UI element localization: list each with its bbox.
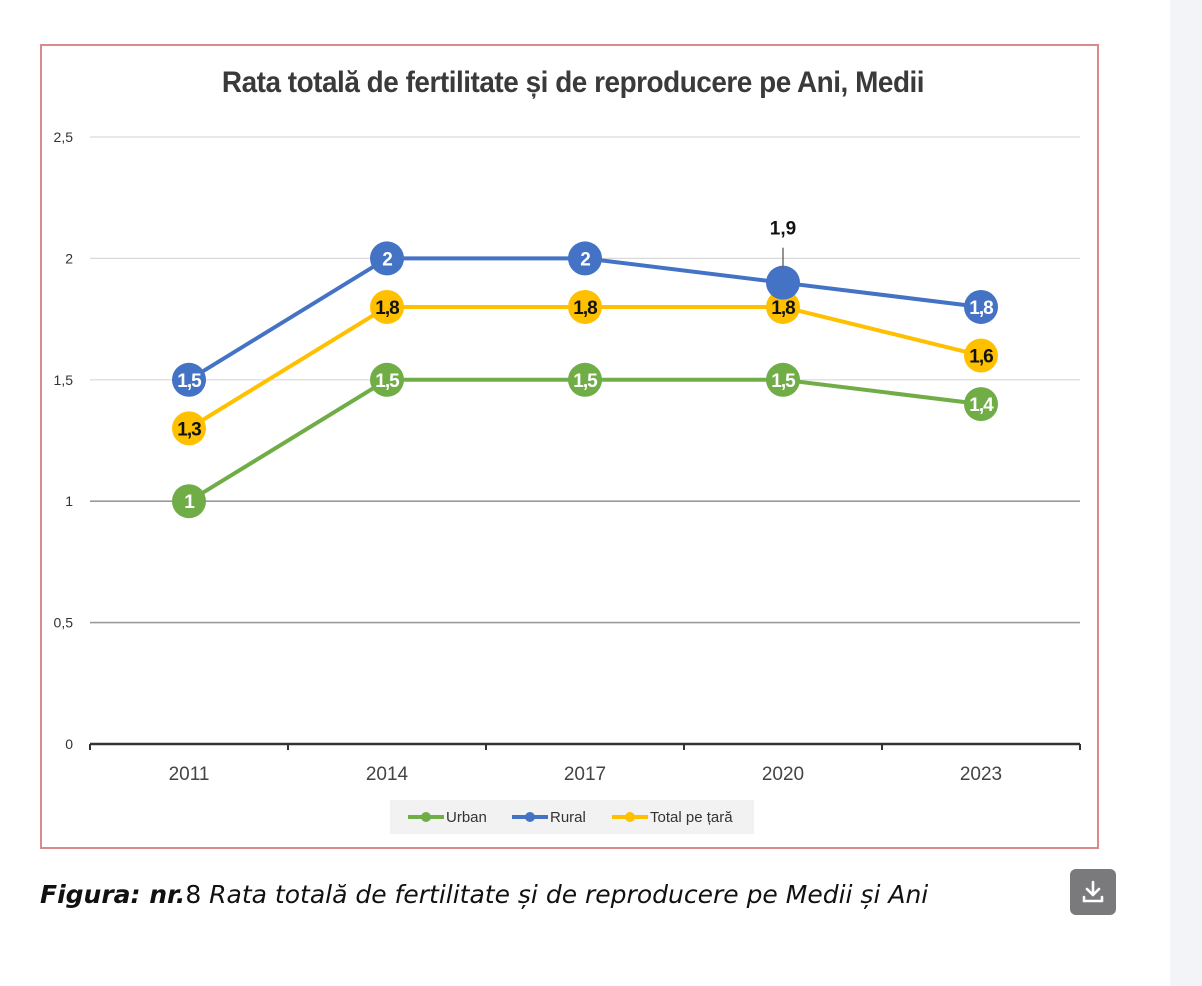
data-point bbox=[370, 362, 404, 397]
y-tick-label: 1,5 bbox=[54, 372, 74, 388]
data-point bbox=[568, 362, 602, 397]
data-label: 1,8 bbox=[573, 298, 597, 319]
figure-caption: Figura: nr.8 Rata totală de fertilitate … bbox=[40, 880, 928, 909]
data-point bbox=[766, 289, 800, 324]
legend-marker bbox=[525, 812, 535, 822]
data-point bbox=[568, 241, 602, 276]
data-point bbox=[370, 241, 404, 276]
data-point bbox=[766, 265, 800, 300]
y-tick-label: 2 bbox=[65, 250, 73, 266]
chart-title: Rata totală de fertilitate și de reprodu… bbox=[221, 66, 925, 99]
series-line-urban bbox=[187, 377, 982, 503]
y-tick-label: 2,5 bbox=[54, 129, 74, 145]
side-panel bbox=[1170, 0, 1202, 986]
caption-prefix: Figura: nr. bbox=[40, 880, 186, 909]
caption-text: Rata totală de fertilitate și de reprodu… bbox=[201, 880, 929, 909]
data-label: 1,6 bbox=[969, 347, 993, 368]
data-label: 1,5 bbox=[177, 371, 202, 392]
legend-label: Total pe țară bbox=[650, 809, 733, 826]
data-point bbox=[568, 289, 602, 324]
y-tick-label: 0,5 bbox=[54, 615, 74, 631]
data-point bbox=[766, 362, 800, 397]
data-label: 1,8 bbox=[969, 298, 993, 319]
data-point bbox=[172, 362, 206, 397]
data-point bbox=[172, 484, 206, 519]
download-button[interactable] bbox=[1070, 869, 1116, 915]
data-label: 1 bbox=[184, 492, 195, 513]
legend-label: Urban bbox=[446, 809, 487, 826]
data-point bbox=[964, 289, 998, 324]
data-label: 1,3 bbox=[177, 419, 201, 440]
x-tick-label: 2011 bbox=[169, 764, 210, 785]
chart-legend bbox=[390, 800, 754, 834]
data-point bbox=[172, 411, 206, 446]
x-tick-label: 2014 bbox=[366, 764, 409, 785]
legend-marker bbox=[421, 812, 431, 822]
data-label: 2 bbox=[580, 249, 590, 270]
legend-marker bbox=[625, 812, 635, 822]
y-tick-label: 0 bbox=[65, 736, 73, 752]
x-tick-label: 2023 bbox=[960, 764, 1002, 785]
x-tick-label: 2017 bbox=[564, 764, 606, 785]
data-label: 2 bbox=[382, 249, 392, 270]
chart-frame bbox=[40, 44, 1099, 849]
data-label: 1,8 bbox=[375, 298, 399, 319]
data-label: 1,5 bbox=[771, 371, 796, 392]
data-point bbox=[964, 338, 998, 373]
data-label: 1,5 bbox=[375, 371, 400, 392]
x-tick-label: 2020 bbox=[762, 764, 804, 785]
data-point bbox=[370, 289, 404, 324]
legend-label: Rural bbox=[550, 809, 586, 826]
caption-number: 8 bbox=[185, 880, 202, 909]
data-label: 1,8 bbox=[771, 298, 795, 319]
data-label: 1,4 bbox=[969, 395, 994, 416]
data-label: 1,9 bbox=[770, 219, 796, 240]
data-label: 1,5 bbox=[573, 371, 598, 392]
download-icon bbox=[1082, 880, 1104, 903]
data-point bbox=[964, 387, 998, 422]
y-tick-label: 1 bbox=[65, 493, 73, 509]
